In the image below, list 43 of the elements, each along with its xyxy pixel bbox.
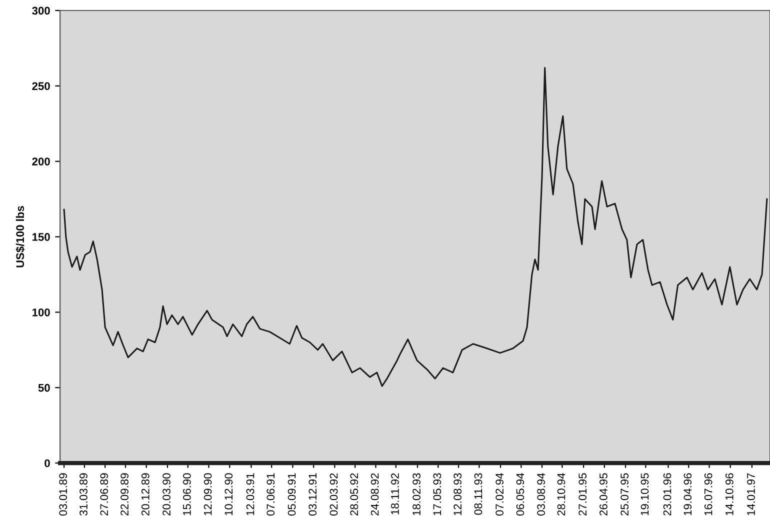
x-tick-label: 20.03.90 bbox=[162, 473, 170, 516]
y-axis-title: US$/100 lbs bbox=[16, 206, 25, 268]
x-tick-label: 18.11.92 bbox=[391, 473, 399, 514]
x-tick-label: 27.06.89 bbox=[100, 473, 108, 516]
x-tick-label: 19.04.96 bbox=[684, 473, 692, 516]
x-tick-label: 08.11.93 bbox=[474, 473, 482, 515]
x-tick-label: 18.02.93 bbox=[412, 473, 420, 516]
x-tick-label: 27.01.95 bbox=[578, 473, 587, 516]
x-tick-label: 10.12.90 bbox=[224, 473, 233, 516]
y-tick-label: 250 bbox=[32, 82, 50, 90]
line-series bbox=[63, 67, 768, 387]
y-tick-label: 200 bbox=[32, 158, 50, 166]
x-tick-label: 19.10.95 bbox=[640, 473, 649, 516]
y-tick-label: 0 bbox=[44, 459, 50, 468]
x-tick-label: 03.08.94 bbox=[537, 473, 546, 516]
x-tick-label: 31.03.89 bbox=[80, 473, 88, 516]
x-tick-label: 28.05.92 bbox=[350, 473, 358, 516]
x-tick-label: 12.09.90 bbox=[204, 473, 212, 516]
x-tick-label: 22.09.89 bbox=[120, 473, 128, 516]
y-tick-label: 50 bbox=[38, 384, 50, 392]
x-tick-label: 17.05.93 bbox=[433, 473, 442, 516]
x-tick-label: 12.08.93 bbox=[454, 473, 462, 516]
x-tick-label: 03.01.89 bbox=[59, 473, 68, 516]
x-tick-label: 02.03.92 bbox=[330, 473, 338, 516]
x-tick-label: 06.05.94 bbox=[516, 473, 524, 516]
y-tick-label: 300 bbox=[32, 6, 50, 15]
y-tick-label: 100 bbox=[32, 308, 50, 316]
x-tick-label: 25.07.95 bbox=[620, 473, 629, 516]
x-tick-label: 24.08.92 bbox=[370, 473, 379, 516]
x-tick-label: 28.10.94 bbox=[557, 473, 566, 516]
x-tick-label: 12.03.91 bbox=[246, 473, 254, 516]
x-tick-label: 14.10.96 bbox=[725, 473, 734, 516]
x-tick-label: 15.06.90 bbox=[182, 473, 191, 516]
x-tick-label: 03.12.91 bbox=[308, 473, 317, 516]
x-tick-label: 07.02.94 bbox=[496, 473, 504, 516]
y-tick-label: 150 bbox=[32, 233, 50, 241]
x-tick-label: 26.04.95 bbox=[600, 473, 608, 516]
x-tick-label: 20.12.89 bbox=[141, 473, 150, 516]
x-tick-label: 05.09.91 bbox=[288, 473, 296, 516]
x-tick-label: 07.06.91 bbox=[266, 473, 275, 516]
x-tick-label: 23.01.96 bbox=[663, 473, 672, 516]
x-tick-label: 14.01.97 bbox=[747, 473, 755, 516]
x-tick-label: 16.07.96 bbox=[704, 473, 712, 516]
